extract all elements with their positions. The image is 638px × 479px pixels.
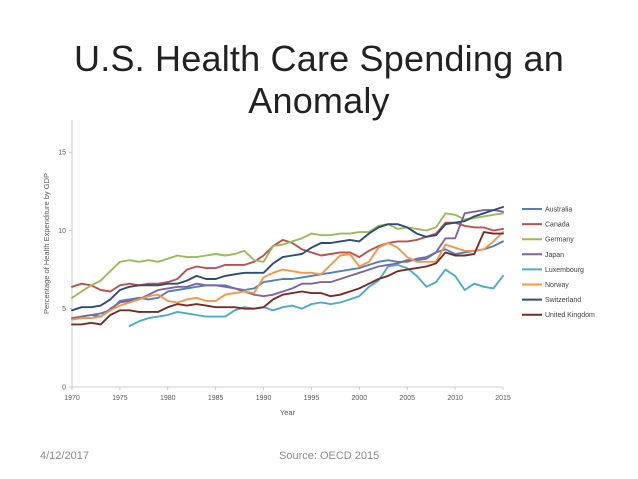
series-line-germany — [71, 212, 504, 299]
legend-label: Luxembourg — [545, 267, 584, 274]
x-tick-label: 1995 — [304, 395, 320, 402]
series-line-luxembourg — [128, 263, 504, 327]
y-tick-label: 15 — [58, 150, 66, 157]
slide-title: U.S. Health Care Spending an Anomaly — [74, 38, 564, 121]
x-tick-label: 2010 — [447, 395, 463, 402]
series-line-united-kingdom — [71, 231, 504, 326]
legend-label: Canada — [545, 222, 570, 229]
x-tick-label: 1980 — [160, 395, 176, 402]
y-tick-label: 10 — [58, 228, 66, 235]
series-line-switzerland — [71, 206, 504, 312]
y-axis-title: Percentage of Health Expenditure by GDP — [42, 173, 51, 314]
slide-date: 4/12/2017 — [40, 450, 89, 462]
x-tick-label: 2015 — [495, 395, 511, 402]
legend-label: Australia — [545, 207, 572, 214]
chart-axes: 1970 1975 1980 1985 1990 1995 2000 2005 2010 2015… — [42, 120, 511, 417]
chart-series — [71, 206, 504, 327]
x-tick-label: 2005 — [399, 395, 415, 402]
x-tick-label: 1975 — [112, 395, 128, 402]
legend-label: Germany — [545, 237, 574, 244]
series-line-japan — [71, 209, 504, 320]
chart-legend: Australia Canada Germany Japan Luxembourg Nor… — [522, 207, 595, 319]
x-tick-label: 1970 — [64, 395, 80, 402]
legend-label: Switzerland — [545, 297, 581, 304]
x-tick-label: 1985 — [208, 395, 224, 402]
y-tick-label: 0 — [62, 385, 66, 392]
y-tick-label: 5 — [62, 306, 66, 313]
legend-label: United Kingdom — [545, 312, 595, 319]
x-tick-label: 2000 — [352, 395, 368, 402]
series-line-norway — [71, 231, 504, 321]
legend-label: Japan — [545, 252, 564, 259]
slide-source: Source: OECD 2015 — [279, 450, 380, 462]
x-axis-title: Year — [280, 408, 296, 417]
x-tick-label: 1990 — [256, 395, 272, 402]
legend-label: Norway — [545, 282, 569, 289]
